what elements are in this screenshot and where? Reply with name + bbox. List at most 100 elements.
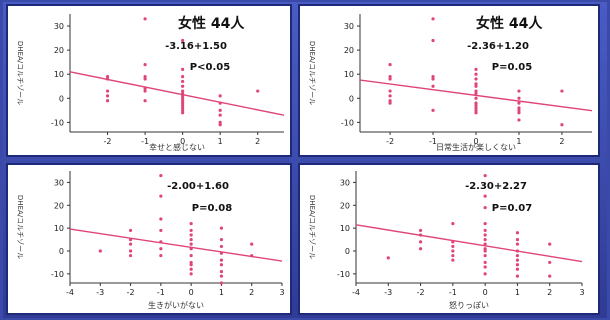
data-point bbox=[517, 96, 521, 100]
data-point bbox=[189, 237, 193, 242]
regression-line bbox=[355, 224, 583, 263]
y-tick-label: -10 bbox=[51, 270, 64, 279]
x-tick-label: 2 bbox=[547, 288, 552, 297]
x-axis-label: 怒りっぽい bbox=[449, 300, 489, 310]
x-tick-label: -2 bbox=[386, 137, 394, 146]
data-point bbox=[483, 272, 487, 276]
data-point bbox=[159, 217, 163, 221]
x-tick-label: -1 bbox=[449, 288, 457, 297]
data-point bbox=[474, 67, 478, 71]
data-point bbox=[105, 99, 110, 103]
data-point bbox=[181, 99, 185, 103]
y-tick-label: 20 bbox=[54, 46, 64, 55]
data-point bbox=[483, 228, 487, 233]
data-point bbox=[474, 91, 478, 96]
data-point bbox=[181, 103, 185, 108]
data-point bbox=[143, 62, 147, 67]
x-tick-label: -2 bbox=[104, 137, 112, 146]
data-point bbox=[189, 233, 193, 237]
y-tick-label: 20 bbox=[54, 201, 64, 210]
data-point bbox=[517, 111, 521, 115]
data-point bbox=[418, 240, 423, 244]
y-tick-label: 0 bbox=[345, 247, 350, 256]
y-axis-label: DHEA/コルチゾール bbox=[308, 41, 316, 105]
data-point bbox=[189, 267, 193, 271]
p-value: P=0.05 bbox=[492, 62, 532, 73]
chart-panel-4: -10 0 10 20 30 -4 -3 -2 -1 0 1 2 3 -2.30+2.27 P=0.07 怒り… bbox=[298, 163, 600, 315]
data-point bbox=[143, 77, 147, 81]
data-point bbox=[515, 267, 520, 271]
data-point bbox=[483, 265, 487, 269]
y-tick-label: 30 bbox=[54, 22, 64, 31]
y-tick-label: 20 bbox=[344, 46, 354, 55]
data-point bbox=[431, 17, 435, 21]
data-point bbox=[451, 244, 455, 249]
x-tick-label: 1 bbox=[515, 288, 520, 297]
data-point bbox=[483, 205, 487, 210]
y-axis-label: DHEA/コルチゾール bbox=[308, 195, 316, 259]
data-point bbox=[250, 242, 254, 246]
regression-line bbox=[69, 228, 283, 262]
data-point bbox=[181, 101, 185, 105]
data-point bbox=[219, 269, 224, 274]
data-point bbox=[181, 96, 185, 100]
data-point bbox=[159, 253, 163, 258]
y-tick-label: 10 bbox=[54, 70, 64, 79]
data-point bbox=[219, 263, 224, 267]
regression-line bbox=[69, 71, 285, 116]
data-point bbox=[388, 75, 392, 79]
data-point bbox=[218, 120, 222, 124]
y-tick-label: -10 bbox=[341, 118, 354, 127]
x-tick-label: -4 bbox=[66, 288, 74, 297]
y-tick-label: 0 bbox=[59, 247, 64, 256]
x-tick-label: 1 bbox=[218, 137, 223, 146]
data-point bbox=[515, 242, 520, 246]
regression-equation: -3.16+1.50 bbox=[165, 41, 227, 52]
x-tick-label: -1 bbox=[429, 137, 437, 146]
data-point bbox=[474, 77, 478, 81]
data-point bbox=[386, 256, 390, 260]
data-point bbox=[418, 228, 423, 233]
data-point bbox=[548, 242, 552, 246]
data-point bbox=[517, 101, 521, 105]
data-point bbox=[515, 263, 520, 267]
data-point bbox=[219, 281, 224, 285]
regression-line bbox=[359, 79, 593, 112]
data-point bbox=[418, 247, 423, 251]
data-point bbox=[181, 79, 185, 84]
x-tick-label: -3 bbox=[384, 288, 392, 297]
data-point bbox=[181, 89, 185, 93]
data-point bbox=[474, 72, 478, 76]
y-tick-label: -10 bbox=[337, 270, 350, 279]
data-point bbox=[474, 103, 478, 108]
data-point bbox=[128, 253, 133, 258]
data-point bbox=[181, 38, 185, 43]
p-value: P=0.07 bbox=[492, 203, 532, 214]
chart-title: 女性 44人 bbox=[178, 15, 245, 32]
data-point bbox=[189, 228, 193, 233]
x-tick-label: 2 bbox=[255, 137, 260, 146]
data-point bbox=[128, 228, 133, 233]
data-point bbox=[218, 113, 222, 117]
regression-equation: -2.00+1.60 bbox=[167, 181, 229, 192]
data-point bbox=[474, 84, 478, 88]
data-point bbox=[474, 106, 478, 110]
data-point bbox=[105, 75, 110, 79]
data-point bbox=[474, 101, 478, 105]
data-point bbox=[517, 89, 521, 93]
data-point bbox=[189, 272, 193, 276]
data-point bbox=[143, 75, 147, 79]
data-point bbox=[431, 77, 435, 81]
data-point bbox=[159, 194, 163, 198]
regression-equation: -2.30+2.27 bbox=[465, 181, 527, 192]
x-tick-label: -1 bbox=[157, 288, 165, 297]
y-tick-label: 30 bbox=[344, 22, 354, 31]
data-point bbox=[181, 108, 185, 112]
data-point bbox=[143, 99, 147, 103]
data-point bbox=[388, 101, 392, 105]
data-point bbox=[181, 84, 185, 88]
data-point bbox=[515, 253, 520, 258]
data-point bbox=[181, 67, 185, 71]
p-value: P<0.05 bbox=[190, 62, 230, 73]
